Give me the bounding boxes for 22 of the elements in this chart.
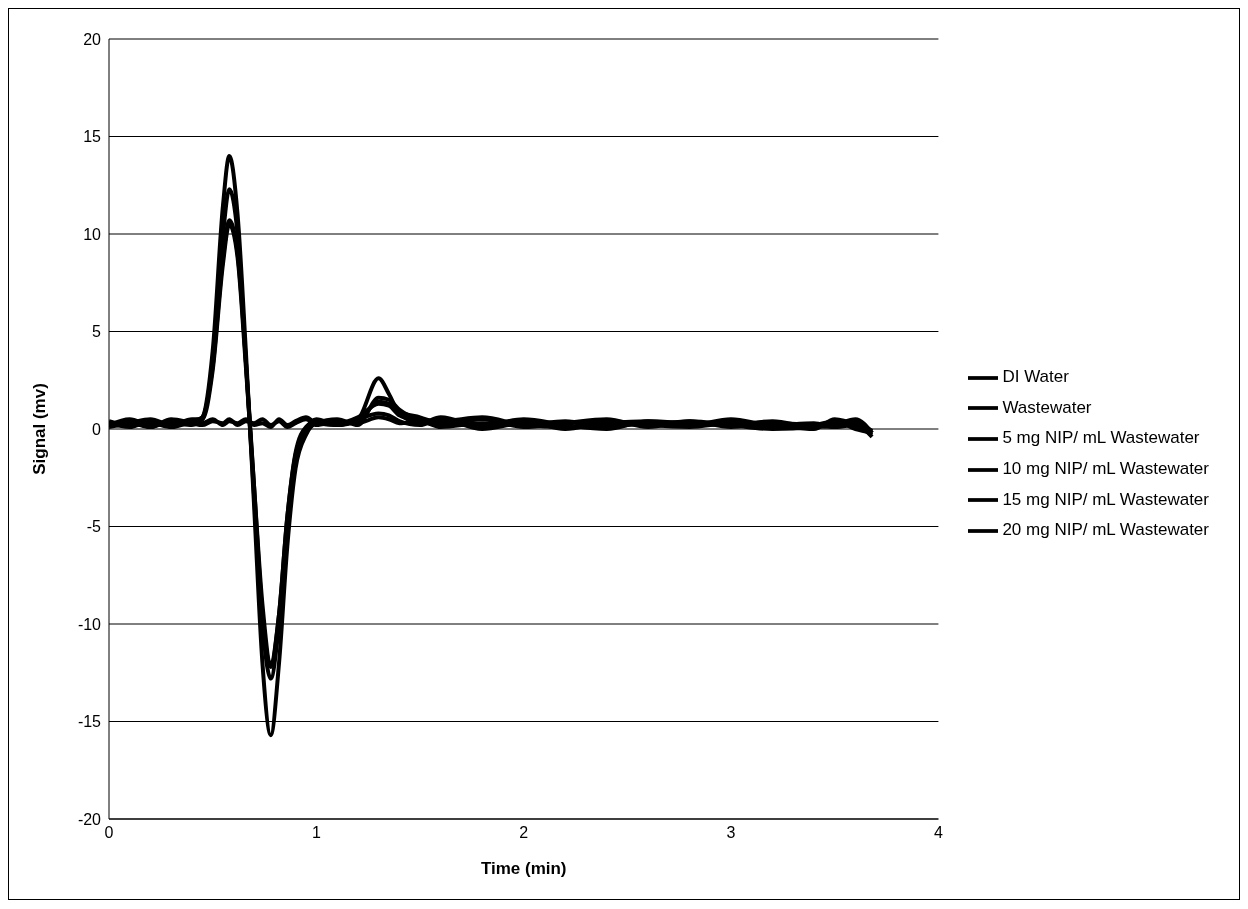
legend-label: 10 mg NIP/ mL Wastewater: [1002, 459, 1209, 478]
legend-label: 15 mg NIP/ mL Wastewater: [1002, 489, 1209, 509]
legend-label: 5 mg NIP/ mL Wastewater: [1002, 428, 1200, 448]
y-tick-label: 5: [92, 323, 102, 341]
x-tick-label: 4: [933, 824, 943, 842]
y-tick-label: 15: [83, 128, 102, 146]
y-tick-label: -10: [77, 615, 102, 633]
x-tick-label: 1: [311, 824, 321, 842]
x-tick-label: 3: [726, 824, 736, 842]
y-tick-label: -5: [86, 518, 102, 536]
x-axis-title: Time (min): [480, 859, 567, 878]
y-tick-label: 0: [92, 420, 102, 438]
y-axis-title: Signal (mv): [30, 383, 50, 475]
legend-label: DI Water: [1002, 367, 1069, 387]
legend-label: 20 mg NIP/ mL Wastewater: [1002, 520, 1209, 540]
y-tick-label: 10: [83, 225, 102, 243]
legend-label: Wastewater: [1002, 397, 1092, 417]
y-tick-label: -15: [77, 713, 102, 731]
y-tick-label: -20: [77, 810, 102, 828]
x-tick-label: 2: [519, 824, 529, 842]
x-tick-label: 0: [104, 824, 114, 842]
y-tick-label: 20: [83, 30, 102, 48]
